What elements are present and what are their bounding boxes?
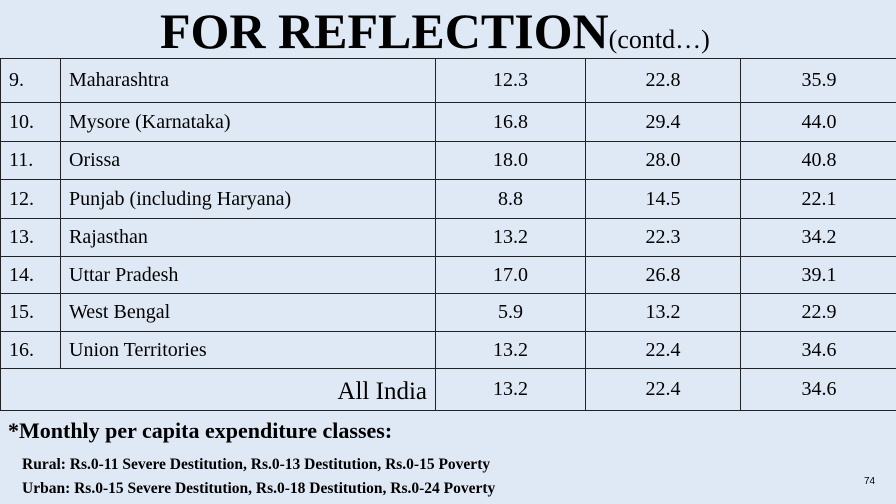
row-number: 9. bbox=[0, 58, 61, 103]
value: 22.9 bbox=[740, 293, 896, 332]
state-name: Union Territories bbox=[60, 331, 436, 369]
value: 28.0 bbox=[585, 141, 741, 180]
value: 40.8 bbox=[740, 141, 896, 180]
value: 22.3 bbox=[585, 218, 741, 257]
value: 5.9 bbox=[435, 293, 586, 332]
row-number: 10. bbox=[0, 102, 61, 142]
footnote-line: Urban: Rs.0-15 Severe Destitution, Rs.0-… bbox=[22, 480, 496, 497]
value: 8.8 bbox=[435, 179, 586, 219]
row-number: 13. bbox=[0, 218, 61, 257]
row-number: 15. bbox=[0, 293, 61, 332]
state-name: Mysore (Karnataka) bbox=[60, 102, 436, 142]
value: 13.2 bbox=[435, 218, 586, 257]
value: 18.0 bbox=[435, 141, 586, 180]
total-value: 13.2 bbox=[435, 368, 586, 411]
state-name: Uttar Pradesh bbox=[60, 256, 436, 294]
footnote-heading: *Monthly per capita expenditure classes: bbox=[8, 418, 393, 443]
value: 13.2 bbox=[435, 331, 586, 369]
value: 34.2 bbox=[740, 218, 896, 257]
value: 34.6 bbox=[740, 331, 896, 369]
state-name: Punjab (including Haryana) bbox=[60, 179, 436, 219]
value: 17.0 bbox=[435, 256, 586, 294]
value: 26.8 bbox=[585, 256, 741, 294]
value: 22.4 bbox=[585, 331, 741, 369]
row-number: 12. bbox=[0, 179, 61, 219]
total-value: 22.4 bbox=[585, 368, 741, 411]
total-label: All India bbox=[0, 368, 436, 411]
value: 16.8 bbox=[435, 102, 586, 142]
title-suffix: (contd…) bbox=[608, 25, 710, 54]
state-name: Maharashtra bbox=[60, 58, 436, 103]
state-name: Rajasthan bbox=[60, 218, 436, 257]
footnote-line: Rural: Rs.0-11 Severe Destitution, Rs.0-… bbox=[22, 456, 491, 473]
title: FOR REFLECTION(contd…) bbox=[160, 2, 710, 60]
value: 22.8 bbox=[585, 58, 741, 103]
row-number: 14. bbox=[0, 256, 61, 294]
value: 44.0 bbox=[740, 102, 896, 142]
value: 12.3 bbox=[435, 58, 586, 103]
state-name: Orissa bbox=[60, 141, 436, 180]
value: 22.1 bbox=[740, 179, 896, 219]
total-value: 34.6 bbox=[740, 368, 896, 411]
title-main: FOR REFLECTION bbox=[160, 3, 609, 59]
value: 13.2 bbox=[585, 293, 741, 332]
page-number: 74 bbox=[864, 476, 876, 487]
state-name: West Bengal bbox=[60, 293, 436, 332]
value: 29.4 bbox=[585, 102, 741, 142]
row-number: 11. bbox=[0, 141, 61, 180]
value: 14.5 bbox=[585, 179, 741, 219]
value: 39.1 bbox=[740, 256, 896, 294]
value: 35.9 bbox=[740, 58, 896, 103]
row-number: 16. bbox=[0, 331, 61, 369]
